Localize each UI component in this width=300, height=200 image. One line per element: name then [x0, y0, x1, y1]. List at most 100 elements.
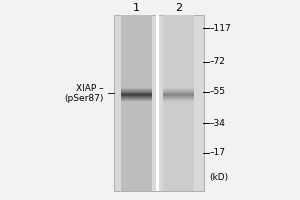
Bar: [121, 32, 152, 33]
Bar: [163, 58, 194, 59]
Text: –55: –55: [209, 87, 225, 96]
Bar: [121, 78, 152, 79]
Bar: [163, 18, 194, 19]
Bar: [121, 63, 152, 64]
Bar: [121, 83, 152, 84]
Bar: [163, 41, 194, 42]
Bar: [121, 124, 152, 125]
Bar: [121, 82, 152, 83]
Bar: [121, 31, 152, 32]
Bar: [121, 129, 152, 130]
Bar: [163, 38, 194, 39]
Bar: [163, 37, 194, 38]
Bar: [156, 15, 159, 191]
Bar: [163, 136, 194, 137]
Bar: [121, 137, 152, 138]
Bar: [121, 80, 152, 81]
Bar: [163, 177, 194, 178]
Bar: [121, 122, 152, 123]
Bar: [163, 113, 194, 114]
Bar: [121, 69, 152, 70]
Bar: [163, 121, 194, 122]
Bar: [163, 51, 194, 52]
Bar: [121, 180, 152, 181]
Bar: [163, 187, 194, 188]
Bar: [121, 163, 152, 164]
Bar: [163, 174, 194, 175]
Bar: [163, 118, 194, 119]
Bar: [163, 173, 194, 174]
Bar: [163, 21, 194, 22]
Bar: [163, 111, 194, 112]
Bar: [121, 77, 152, 78]
Bar: [121, 186, 152, 187]
Bar: [163, 46, 194, 47]
Bar: [163, 112, 194, 113]
Bar: [121, 88, 152, 89]
Bar: [163, 154, 194, 155]
Bar: [121, 147, 152, 148]
Bar: [121, 76, 152, 77]
Text: –34: –34: [209, 119, 225, 128]
Bar: [121, 34, 152, 35]
Bar: [163, 140, 194, 141]
Bar: [163, 84, 194, 85]
Bar: [121, 39, 152, 40]
Bar: [121, 71, 152, 72]
Bar: [121, 114, 152, 115]
Bar: [121, 102, 152, 103]
Bar: [163, 64, 194, 65]
Bar: [121, 146, 152, 147]
Bar: [163, 97, 194, 98]
Bar: [121, 164, 152, 165]
Bar: [121, 79, 152, 80]
Bar: [163, 156, 194, 157]
Bar: [121, 16, 152, 17]
Bar: [163, 125, 194, 126]
Bar: [121, 29, 152, 30]
Bar: [163, 64, 194, 65]
Bar: [121, 23, 152, 24]
Bar: [163, 163, 194, 164]
Bar: [163, 120, 194, 121]
Bar: [121, 179, 152, 180]
Bar: [121, 128, 152, 129]
Bar: [163, 182, 194, 183]
Bar: [163, 95, 194, 96]
Bar: [163, 115, 194, 116]
Text: –117: –117: [209, 24, 231, 33]
Bar: [121, 51, 152, 52]
Bar: [163, 54, 194, 55]
Bar: [121, 84, 152, 85]
Bar: [163, 116, 194, 117]
Bar: [163, 171, 194, 172]
Bar: [163, 165, 194, 166]
Bar: [121, 140, 152, 141]
Bar: [121, 174, 152, 175]
Bar: [163, 110, 194, 111]
Bar: [163, 181, 194, 182]
Bar: [121, 150, 152, 151]
Bar: [121, 36, 152, 37]
Bar: [163, 100, 194, 101]
Bar: [121, 30, 152, 31]
Bar: [163, 144, 194, 145]
Bar: [163, 89, 194, 90]
Bar: [163, 104, 194, 105]
Bar: [163, 48, 194, 49]
Bar: [163, 91, 194, 92]
Bar: [121, 154, 152, 155]
Bar: [121, 136, 152, 137]
Bar: [121, 25, 152, 26]
Bar: [163, 80, 194, 81]
Bar: [121, 35, 152, 36]
Bar: [121, 182, 152, 183]
Bar: [163, 68, 194, 69]
Bar: [121, 110, 152, 111]
Bar: [121, 190, 152, 191]
Bar: [121, 55, 152, 56]
Bar: [163, 170, 194, 171]
Bar: [121, 37, 152, 38]
Bar: [163, 31, 194, 32]
Bar: [163, 168, 194, 169]
